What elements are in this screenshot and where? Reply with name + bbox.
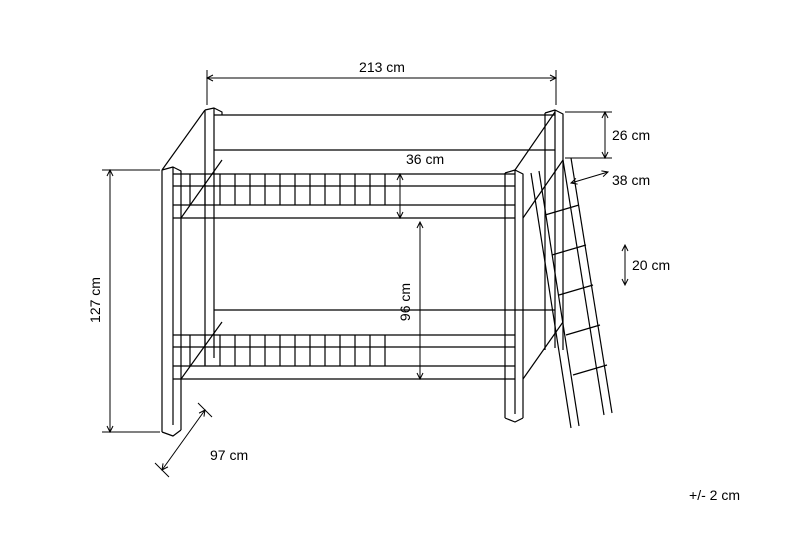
bunk-bed-illustration [162,108,612,436]
dim-post-top: 26 cm [565,112,650,158]
height-label: 127 cm [87,277,103,323]
dim-height: 127 cm [87,170,160,432]
ladder-w-label: 38 cm [612,172,650,188]
dim-ladder-step: 20 cm [625,245,670,285]
dim-ladder-width: 38 cm [571,172,650,188]
dim-rail: 36 cm [400,151,444,218]
tolerance-label: +/- 2 cm [689,487,740,503]
dimension-diagram: 213 cm 127 cm 97 cm 36 cm 26 cm 38 cm 20… [0,0,800,533]
gap-label: 96 cm [397,283,413,321]
ladder [531,158,612,428]
depth-label: 97 cm [210,447,248,463]
dim-gap: 96 cm [397,222,420,379]
post-top-label: 26 cm [612,127,650,143]
dim-length: 213 cm [207,59,556,105]
length-label: 213 cm [359,59,405,75]
dim-depth: 97 cm [155,403,248,477]
rail-label: 36 cm [406,151,444,167]
ladder-step-label: 20 cm [632,257,670,273]
